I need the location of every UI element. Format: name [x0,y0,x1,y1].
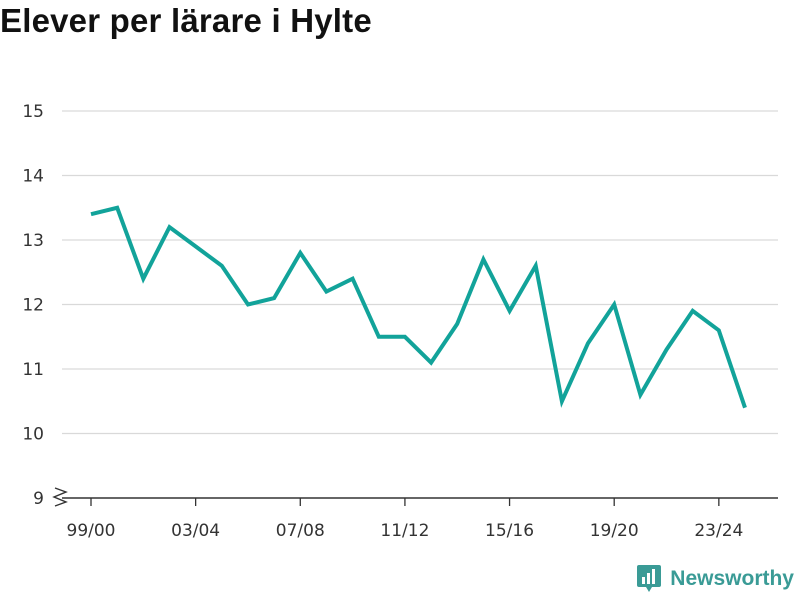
chart-title: Elever per lärare i Hylte [0,2,372,39]
y-tick-label: 12 [22,296,44,316]
line-chart: 9 10 11 12 13 14 15 99/00 03/04 07/08 11/12 15/16 19… [22,102,778,541]
y-tick-label: 9 [33,489,44,509]
y-tick-label: 13 [22,231,44,251]
y-tick-label: 11 [22,360,44,380]
series-line [90,205,747,409]
x-tick-label: 99/00 [67,521,116,541]
newsworthy-logo-icon [637,565,662,592]
axis-break-marker [52,487,68,507]
x-tick-label: 11/12 [380,521,429,541]
y-tick-label: 14 [22,167,44,187]
x-tick-label: 23/24 [694,521,743,541]
brand-name: Newsworthy [670,567,794,590]
y-tick-label: 10 [22,425,44,445]
y-tick-label: 15 [22,102,44,122]
x-tick-label: 15/16 [485,521,534,541]
x-tick-label: 03/04 [171,521,220,541]
x-tick-label: 07/08 [276,521,325,541]
brand-logo: Newsworthy [636,564,794,594]
x-tick-label: 19/20 [590,521,639,541]
